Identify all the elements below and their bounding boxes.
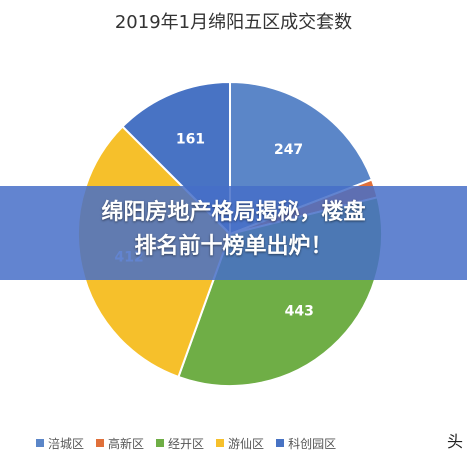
legend-label: 游仙区 — [228, 436, 265, 451]
headline-text: 绵阳房地产格局揭秘，楼盘 排名前十榜单出炉！ — [0, 196, 467, 264]
legend-label: 经开区 — [168, 436, 205, 451]
legend-label: 高新区 — [108, 436, 145, 451]
chart-title: 2019年1月绵阳五区成交套数 — [114, 12, 353, 33]
legend-item-2: 经开区 — [156, 435, 204, 452]
legend-item-0: 涪城区 — [36, 435, 84, 452]
legend-swatch — [276, 439, 285, 447]
headline-line-1: 绵阳房地产格局揭秘，楼盘 — [101, 200, 366, 225]
data-label-2: 443 — [285, 304, 314, 320]
legend-item-1: 高新区 — [96, 435, 144, 452]
chart-legend: 涪城区 高新区 经开区 游仙区 科创园区 — [36, 434, 336, 452]
legend-item-3: 游仙区 — [216, 435, 264, 452]
headline-line-2: 排名前十榜单出炉！ — [134, 234, 333, 259]
data-label-0: 247 — [274, 142, 303, 158]
legend-swatch — [156, 439, 165, 447]
headline-banner — [0, 186, 467, 280]
corner-mark: 头 — [446, 432, 463, 451]
legend-swatch — [216, 439, 225, 447]
data-label-4: 161 — [176, 132, 205, 148]
legend-swatch — [96, 439, 105, 447]
legend-item-4: 科创园区 — [276, 435, 336, 452]
legend-swatch — [36, 439, 44, 447]
legend-label: 涪城区 — [48, 436, 85, 451]
legend-label: 科创园区 — [288, 436, 337, 451]
